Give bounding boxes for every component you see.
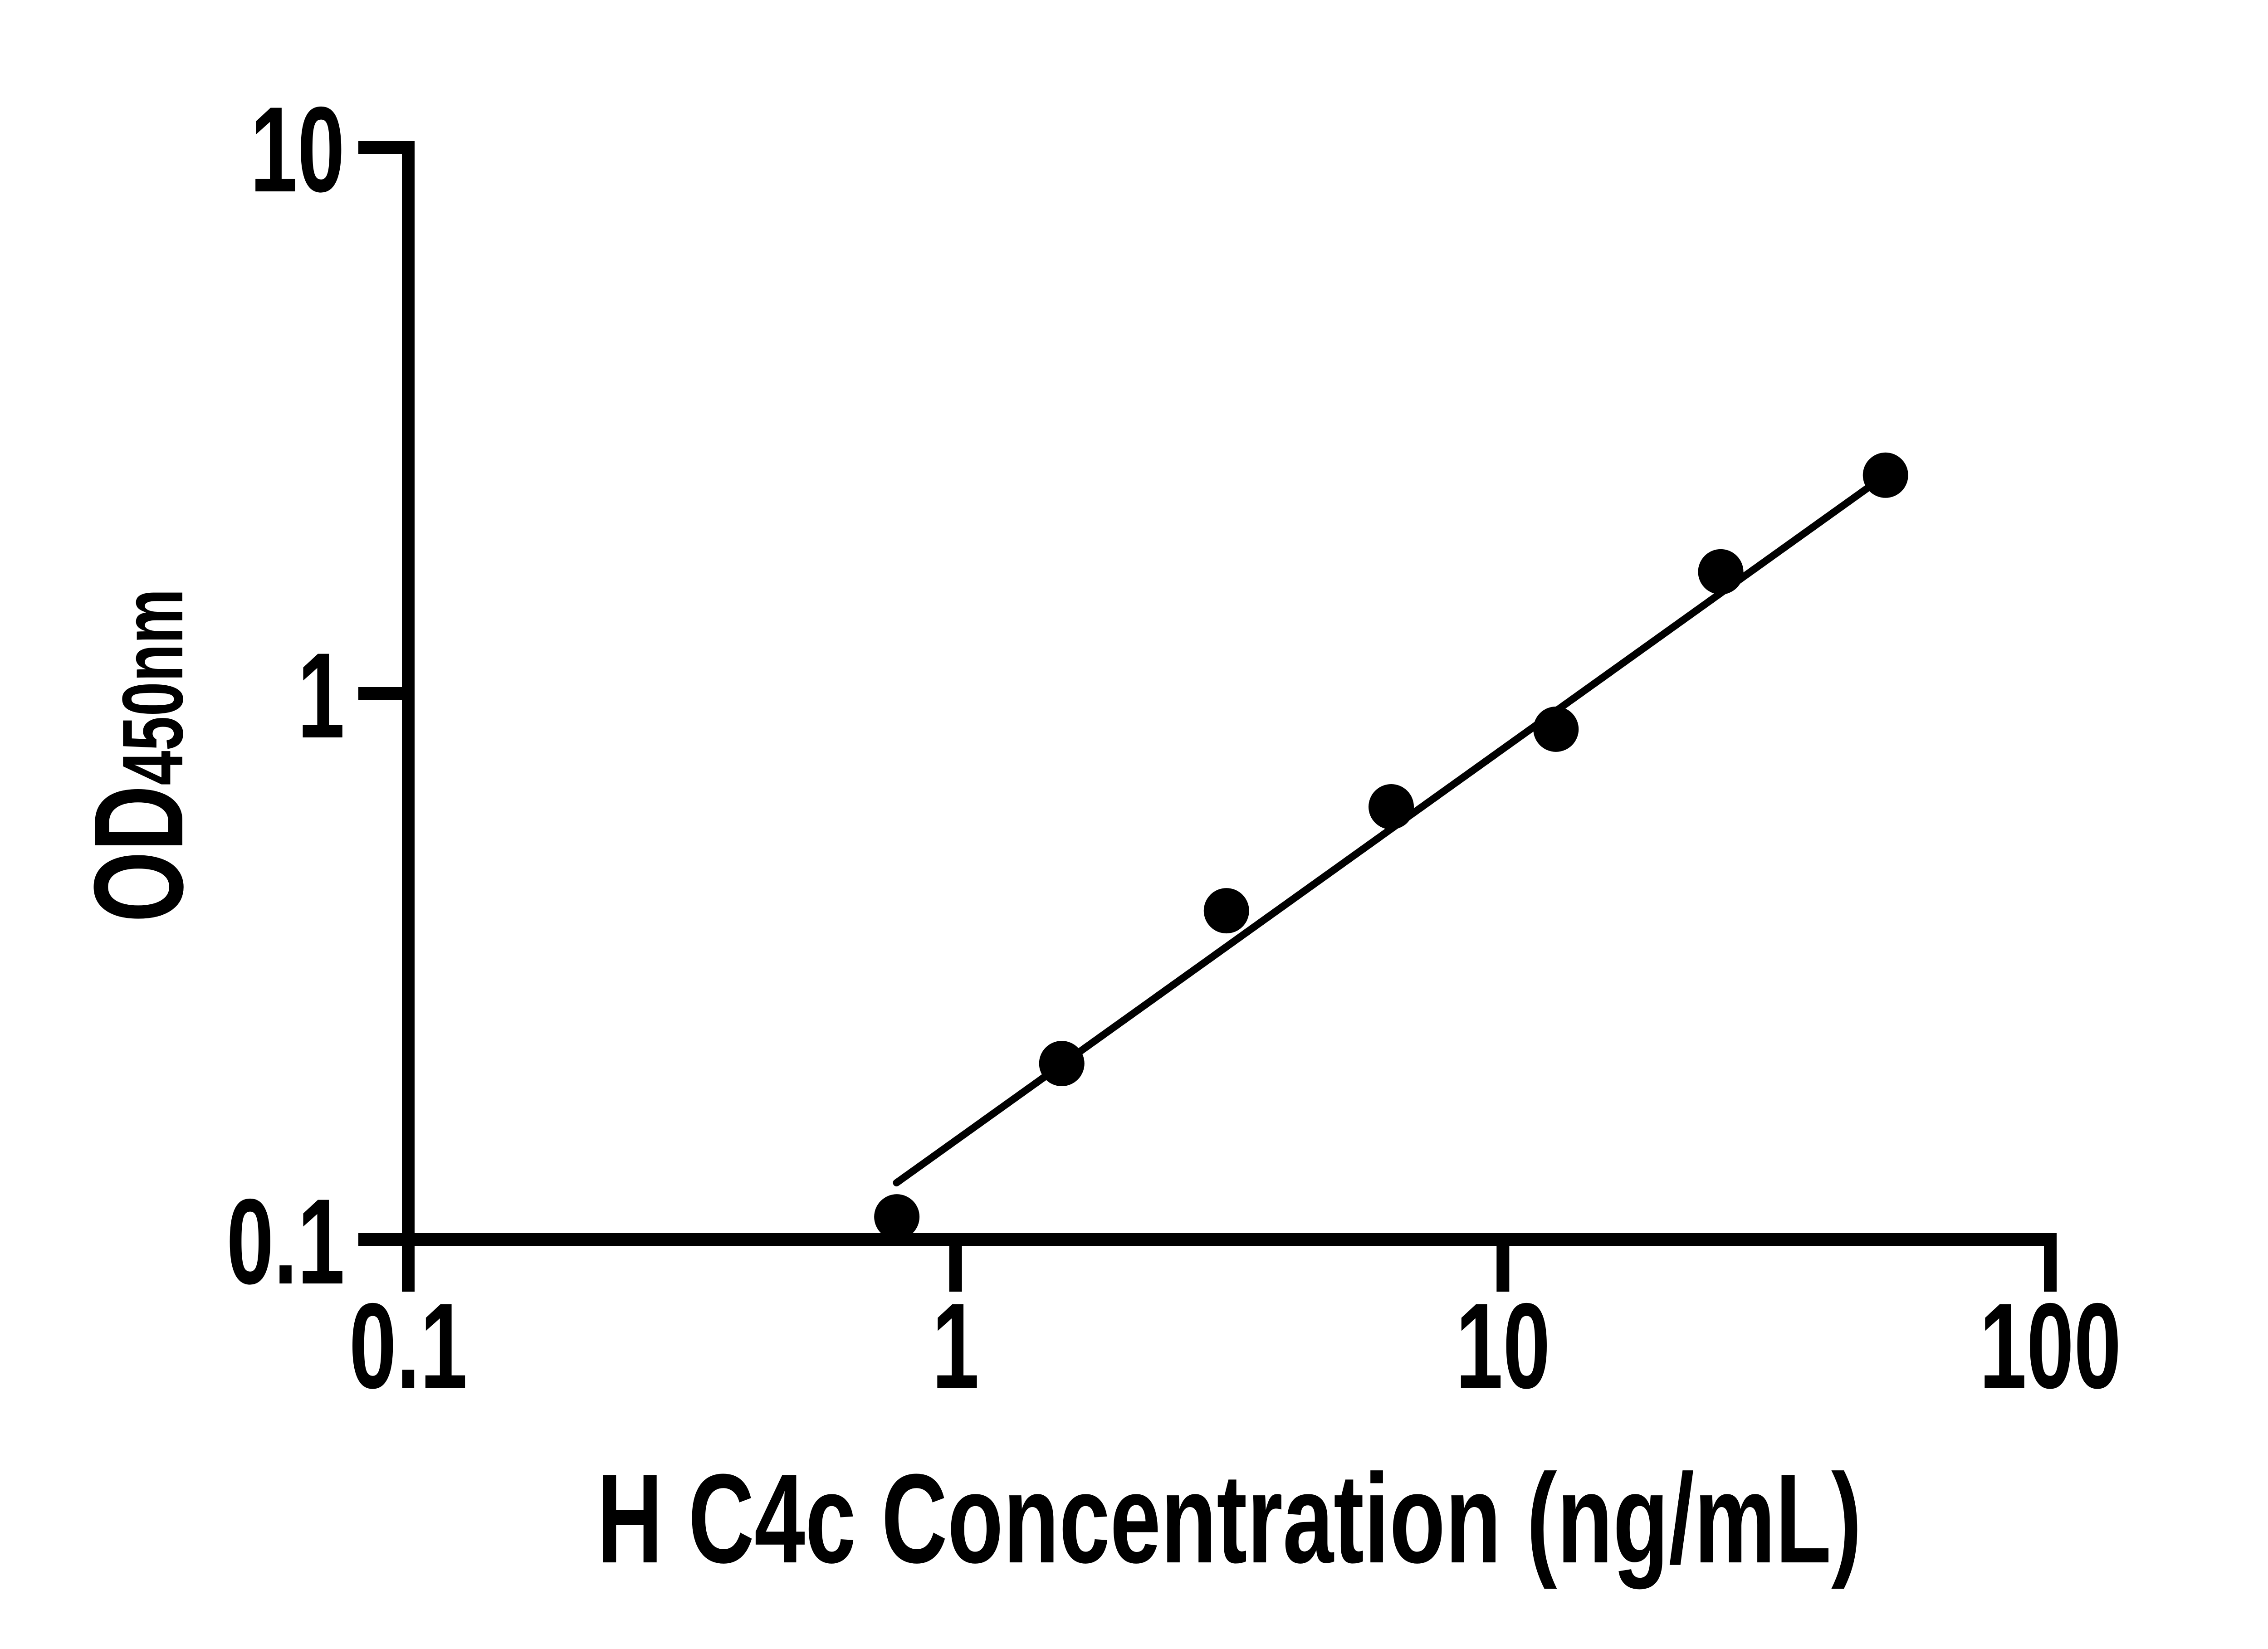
- x-axis-tick-label: 1: [932, 1278, 979, 1414]
- x-axis-title: H C4c Concentration (ng/mL): [597, 1447, 1862, 1589]
- y-axis-tick-label: 0.1: [226, 1174, 345, 1310]
- x-axis-tick-label: 0.1: [349, 1278, 468, 1414]
- y-axis-title-subscript: 450nm: [105, 589, 201, 785]
- data-point-marker: [1369, 784, 1414, 829]
- y-axis-title: OD450nm: [67, 589, 209, 922]
- data-point-marker: [1862, 452, 1908, 498]
- data-point-marker: [1698, 549, 1744, 595]
- y-axis-title-main: OD: [67, 785, 209, 922]
- data-point-marker: [874, 1194, 920, 1240]
- y-axis-tick-label: 10: [250, 82, 345, 218]
- x-axis-tick-label: 100: [1980, 1278, 2121, 1414]
- data-point-marker: [1203, 888, 1249, 934]
- data-point-marker: [1039, 1041, 1085, 1087]
- y-axis-tick-label: 1: [298, 628, 345, 764]
- x-axis-tick-label: 10: [1456, 1278, 1550, 1414]
- data-point-marker: [1533, 706, 1579, 752]
